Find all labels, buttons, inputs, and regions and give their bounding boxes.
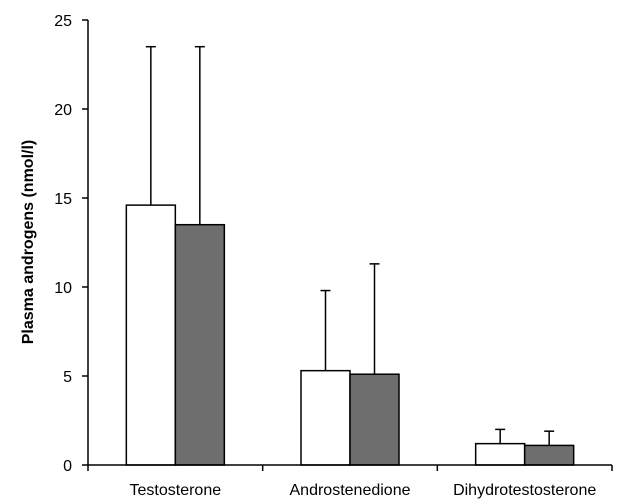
bar — [349, 373, 400, 466]
y-tick-label: 0 — [63, 458, 72, 475]
category-label: Testosterone — [130, 482, 222, 499]
bar — [474, 442, 526, 466]
bar — [300, 369, 351, 466]
y-tick-label: 15 — [54, 191, 72, 208]
category-label: Androstenedione — [290, 482, 411, 499]
y-axis-ticks: 0 5 10 15 20 25 — [54, 13, 88, 475]
y-axis-title: Plasma androgens (nmol/l) — [20, 140, 37, 344]
y-tick-label: 25 — [54, 13, 72, 30]
y-tick-label: 20 — [54, 102, 72, 119]
bars-group — [125, 45, 575, 466]
y-tick-label: 10 — [54, 280, 72, 297]
x-axis-ticks: Testosterone Androstenedione Dihydrotestos… — [87, 465, 613, 499]
bar — [125, 204, 177, 466]
category-label: Dihydrotestosterone — [453, 482, 596, 499]
y-tick-label: 5 — [63, 369, 72, 386]
bar — [174, 223, 226, 466]
bar — [523, 444, 575, 466]
